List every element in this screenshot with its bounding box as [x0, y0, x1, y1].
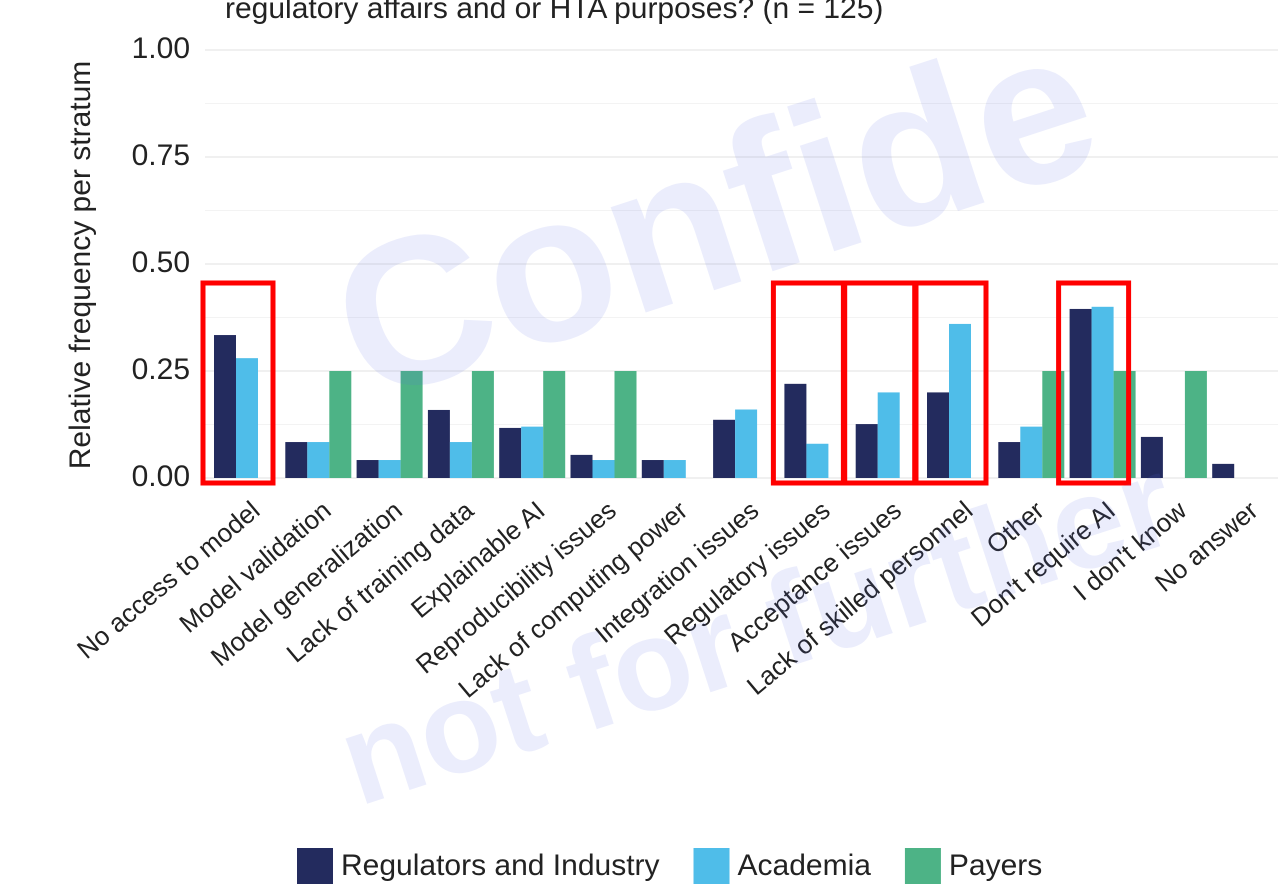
bar: [663, 460, 686, 478]
bar: [521, 426, 544, 478]
bar: [1212, 463, 1235, 478]
bar: [329, 371, 352, 478]
y-tick-label: 1.00: [132, 32, 190, 65]
bar: [1184, 371, 1207, 478]
bar: [949, 323, 971, 478]
y-tick-label: 0.50: [132, 246, 190, 279]
bar: [214, 335, 236, 478]
bar: [713, 419, 736, 478]
bar: [499, 427, 522, 478]
bar: [998, 442, 1021, 478]
bar: [1140, 436, 1163, 478]
legend-swatch: [693, 848, 730, 884]
bar: [427, 409, 450, 478]
legend-label: Academia: [738, 849, 872, 882]
bar: [471, 371, 494, 478]
bar: [1069, 308, 1092, 478]
bar: [570, 454, 593, 478]
bar: [307, 442, 330, 478]
bar: [784, 383, 807, 478]
bar: [927, 392, 949, 478]
watermark: Confide: [307, 0, 1123, 446]
bar: [285, 442, 308, 478]
legend-swatch: [297, 848, 333, 884]
highlight-box: [1056, 280, 1132, 486]
bar: [614, 371, 637, 478]
legend-swatch: [904, 848, 941, 884]
bar: [806, 443, 829, 478]
bar: [641, 460, 664, 478]
highlight-box: [200, 280, 276, 486]
bar: [356, 460, 379, 478]
bar: [400, 371, 423, 478]
bar: [449, 442, 472, 478]
legend-label: Payers: [949, 849, 1042, 882]
bar: [735, 409, 758, 478]
y-axis-label: Relative frequency per stratum: [64, 61, 97, 470]
bar: [236, 358, 258, 478]
bar: [592, 460, 615, 478]
bar: [543, 371, 566, 478]
y-tick-label: 0.25: [132, 353, 190, 386]
bar: [855, 424, 878, 478]
bar: [1091, 306, 1114, 478]
y-tick-label: 0.75: [132, 139, 190, 172]
bar: [378, 460, 401, 478]
bar: [877, 392, 900, 478]
bar: [1020, 426, 1043, 478]
y-tick-label: 0.00: [132, 460, 190, 493]
chart-title: regulatory affairs and or HTA purposes? …: [225, 0, 883, 25]
legend-label: Regulators and Industry: [341, 849, 660, 882]
highlight-box: [913, 280, 989, 486]
